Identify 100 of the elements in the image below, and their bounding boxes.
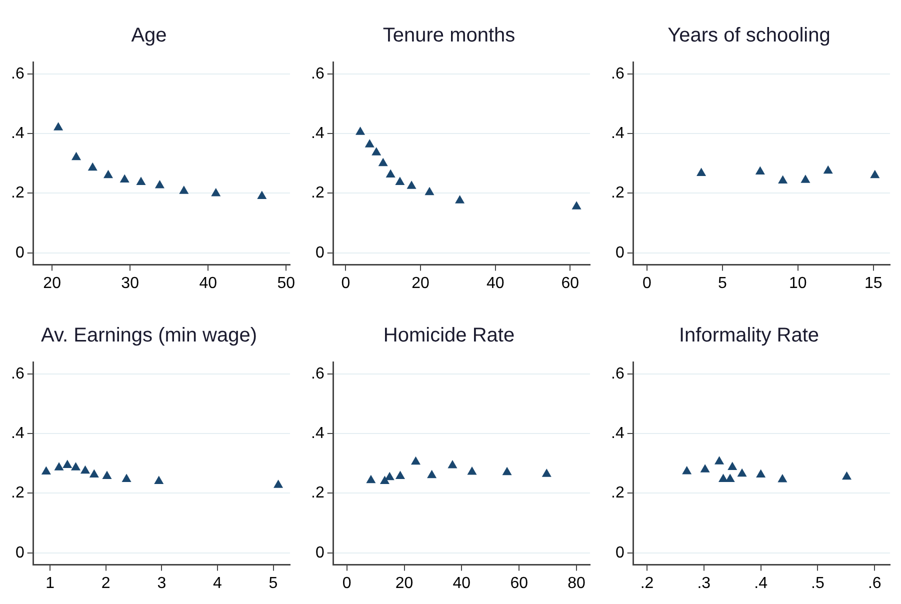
x-tick-label: 40 <box>452 574 471 592</box>
point <box>842 471 852 480</box>
point <box>870 170 880 178</box>
y-tick-label: 0 <box>15 244 24 262</box>
chart-title: Years of schooling <box>668 24 830 47</box>
y-tick-label: .2 <box>11 184 24 202</box>
point <box>395 470 405 479</box>
y-tick-label: .6 <box>11 365 24 382</box>
point <box>102 470 112 479</box>
x-tick-label: .3 <box>697 574 711 592</box>
chart-title: Age <box>131 24 167 47</box>
x-tick-label: 15 <box>864 274 882 292</box>
x-tick-label: 50 <box>277 274 296 292</box>
y-tick-label: .4 <box>11 124 24 142</box>
x-tick-label: 60 <box>561 274 580 292</box>
y-tick-label: .6 <box>611 365 624 382</box>
x-tick-label: 3 <box>157 574 166 592</box>
y-tick-label: .2 <box>311 484 324 502</box>
point <box>154 476 164 484</box>
x-tick-label: 0 <box>341 274 350 292</box>
point <box>136 176 146 185</box>
x-tick-label: 0 <box>342 574 352 592</box>
x-tick-label: 20 <box>43 274 62 292</box>
point <box>406 180 416 189</box>
point <box>728 462 738 470</box>
x-tick-label: 4 <box>213 574 222 592</box>
point <box>386 169 396 178</box>
x-tick-label: 2 <box>101 574 110 592</box>
x-tick-label: .6 <box>868 574 882 592</box>
y-tick-label: 0 <box>615 244 624 262</box>
point <box>756 469 766 478</box>
x-tick-label: 0 <box>642 274 652 292</box>
x-tick-label: 30 <box>121 274 140 292</box>
y-tick-label: 0 <box>315 544 324 562</box>
x-tick-label: 40 <box>486 274 504 292</box>
chart-title: Homicide Rate <box>383 324 515 347</box>
point <box>54 462 64 470</box>
point <box>378 158 388 166</box>
point <box>778 474 788 482</box>
point <box>364 139 374 148</box>
point <box>41 466 51 474</box>
x-tick-label: 1 <box>46 574 55 592</box>
point <box>725 474 735 482</box>
x-tick-label: .2 <box>640 574 654 592</box>
y-tick-label: .6 <box>311 365 324 382</box>
y-tick-label: .6 <box>611 65 624 82</box>
x-tick-label: 20 <box>412 274 430 292</box>
point <box>71 152 82 160</box>
y-tick-label: 0 <box>315 244 324 262</box>
y-tick-label: .2 <box>611 484 624 502</box>
y-tick-label: 0 <box>15 544 24 562</box>
x-tick-label: 40 <box>199 274 218 292</box>
point <box>384 472 394 480</box>
y-tick-label: .2 <box>11 484 24 502</box>
point <box>211 188 221 196</box>
point <box>455 195 465 204</box>
x-tick-label: .5 <box>811 574 824 592</box>
point <box>714 456 724 464</box>
chart-title: Av. Earnings (min wage) <box>40 324 258 347</box>
point <box>274 480 284 488</box>
point <box>542 468 552 477</box>
x-tick-label: 80 <box>568 574 586 592</box>
x-tick-label: .4 <box>754 574 768 592</box>
point <box>467 466 477 475</box>
y-tick-label: .2 <box>611 184 624 202</box>
point <box>800 174 810 183</box>
y-tick-label: .4 <box>11 424 24 442</box>
y-tick-label: .6 <box>11 65 24 82</box>
point <box>778 175 788 184</box>
chart-title: Informality Rate <box>678 324 820 347</box>
y-tick-label: .4 <box>311 424 324 442</box>
y-tick-label: .4 <box>611 124 624 142</box>
point <box>823 165 833 174</box>
y-tick-label: .2 <box>311 184 324 202</box>
point <box>120 174 130 183</box>
point <box>179 186 189 194</box>
point <box>424 186 434 196</box>
point <box>89 469 99 478</box>
y-tick-label: .6 <box>311 65 324 82</box>
x-tick-label: 10 <box>789 274 807 292</box>
y-tick-label: .4 <box>611 424 624 442</box>
point <box>88 162 98 171</box>
point <box>380 476 390 484</box>
y-tick-label: .4 <box>311 124 324 142</box>
point <box>62 460 72 468</box>
point <box>737 468 747 477</box>
point <box>448 460 458 468</box>
point <box>572 201 582 210</box>
point <box>700 464 710 472</box>
x-tick-label: 5 <box>268 574 278 592</box>
x-tick-label: 60 <box>510 574 528 592</box>
point <box>395 176 405 185</box>
point <box>366 474 376 484</box>
point <box>103 170 113 178</box>
point <box>257 190 267 199</box>
point <box>372 147 382 156</box>
point <box>696 168 706 176</box>
point <box>718 474 728 482</box>
point <box>410 456 420 465</box>
point <box>122 474 132 482</box>
